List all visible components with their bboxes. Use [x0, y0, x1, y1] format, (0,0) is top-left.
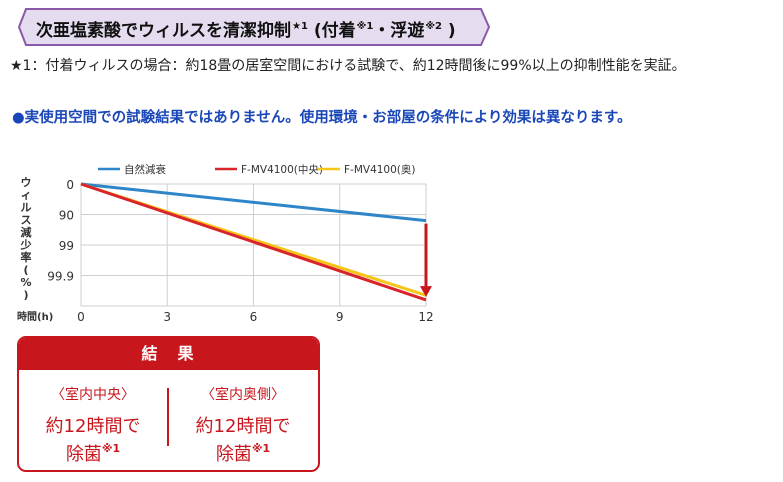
down-arrow-icon: [420, 223, 432, 297]
series-line: [80, 182, 427, 223]
result-back-value: 約12時間で 除菌※1: [169, 416, 317, 466]
result-heading: 結 果: [19, 338, 318, 370]
banner-title-main: 次亜塩素酸でウィルスを清潔抑制: [36, 21, 291, 41]
legend-label: F-MV4100(奥): [344, 163, 416, 176]
banner-middle: ・浮遊: [373, 21, 425, 41]
banner-title: 次亜塩素酸でウィルスを清潔抑制★1 (付着※1・浮遊※2 ): [36, 8, 456, 46]
star-mark: ★1: [292, 21, 308, 32]
y-label-char: ス: [21, 214, 32, 227]
series-line: [80, 182, 427, 302]
result-back-line1: 約12時間で: [195, 416, 291, 437]
result-back-line2: 除菌: [215, 444, 252, 465]
result-center-line1: 約12時間で: [45, 416, 141, 437]
result-center: 〈室内中央〉 約12時間で 除菌※1: [19, 384, 167, 466]
banner-paren-open: (付着: [307, 21, 356, 41]
y-tick-label: 0: [66, 178, 74, 192]
chart-ticks: 0 90 99 99.9 0 3 6 9 12: [47, 178, 433, 324]
y-label-char: ィ: [21, 189, 32, 202]
y-label-char: ウ: [21, 176, 32, 189]
legend-label: 自然減衰: [124, 163, 166, 176]
x-tick-label: 0: [77, 310, 85, 324]
banner-background: [18, 8, 491, 46]
x-tick-label: 3: [163, 310, 171, 324]
result-back-mark: ※1: [251, 442, 271, 455]
y-label-char: ): [23, 289, 28, 302]
result-center-mark: ※1: [101, 442, 121, 455]
result-center-line2: 除菌: [65, 444, 102, 465]
x-axis-label: 時間(h): [17, 310, 53, 323]
note-mark-1: ※1: [356, 21, 374, 32]
x-tick-label: 6: [250, 310, 258, 324]
y-label-char: 率: [21, 250, 32, 264]
result-back: 〈室内奥側〉 約12時間で 除菌※1: [169, 384, 317, 466]
result-divider: [167, 388, 169, 446]
legend-label: F-MV4100(中央): [241, 163, 323, 176]
result-box: 結 果 〈室内中央〉 約12時間で 除菌※1 〈室内奥側〉 約12時間で 除菌※…: [17, 336, 320, 472]
x-tick-label: 9: [336, 310, 344, 324]
x-tick-label: 12: [418, 310, 433, 324]
warning-text: ●実使用空間での試験結果ではありません。使用環境・お部屋の条件により効果は異なり…: [12, 110, 632, 126]
title-banner: 次亜塩素酸でウィルスを清潔抑制★1 (付着※1・浮遊※2 ): [18, 8, 491, 46]
y-label-char: 少: [20, 238, 32, 252]
y-tick-label: 90: [59, 209, 74, 223]
arrow-head: [420, 286, 432, 297]
y-tick-label: 99: [59, 239, 74, 253]
y-label-char: %: [20, 276, 31, 289]
result-center-value: 約12時間で 除菌※1: [19, 416, 167, 466]
chart-legend: 自然減衰 F-MV4100(中央) F-MV4100(奥): [98, 163, 416, 176]
note-mark-2: ※2: [425, 21, 443, 32]
reduction-chart: 自然減衰 F-MV4100(中央) F-MV4100(奥) 0 90 99 99.9 0 3 6…: [17, 163, 434, 324]
y-label-char: ル: [21, 201, 32, 214]
result-center-label: 〈室内中央〉: [51, 387, 135, 403]
footnote-text: ★1：付着ウィルスの場合：約18畳の居室空間における試験で、約12時間後に99%…: [10, 58, 686, 74]
chart-series: [80, 182, 427, 302]
y-tick-label: 99.9: [47, 270, 74, 284]
y-label-char: (: [23, 264, 28, 277]
result-back-label: 〈室内奥側〉: [201, 387, 285, 403]
banner-paren-close: ): [442, 21, 456, 41]
y-label-char: 減: [21, 225, 32, 239]
